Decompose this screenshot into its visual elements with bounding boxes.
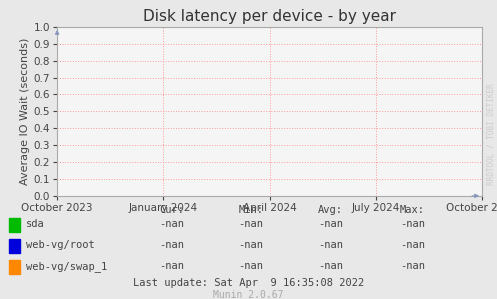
Text: -nan: -nan [318,261,343,271]
Text: Munin 2.0.67: Munin 2.0.67 [213,290,284,299]
Text: Max:: Max: [400,205,425,215]
Text: -nan: -nan [400,240,425,250]
Text: -nan: -nan [400,261,425,271]
Text: -nan: -nan [239,219,263,229]
Text: -nan: -nan [318,240,343,250]
Text: -nan: -nan [400,219,425,229]
Title: Disk latency per device - by year: Disk latency per device - by year [143,9,396,24]
Text: -nan: -nan [239,240,263,250]
Text: Last update: Sat Apr  9 16:35:08 2022: Last update: Sat Apr 9 16:35:08 2022 [133,278,364,289]
Text: RRDTOOL / TOBI OETIKER: RRDTOOL / TOBI OETIKER [487,84,496,185]
Text: -nan: -nan [159,219,184,229]
Text: Min:: Min: [239,205,263,215]
Text: -nan: -nan [239,261,263,271]
Text: Avg:: Avg: [318,205,343,215]
Text: -nan: -nan [318,219,343,229]
Text: web-vg/root: web-vg/root [26,240,94,250]
Text: sda: sda [26,219,45,229]
Text: Cur:: Cur: [159,205,184,215]
Text: -nan: -nan [159,240,184,250]
Text: web-vg/swap_1: web-vg/swap_1 [26,261,107,271]
Text: -nan: -nan [159,261,184,271]
Y-axis label: Average IO Wait (seconds): Average IO Wait (seconds) [19,38,29,185]
